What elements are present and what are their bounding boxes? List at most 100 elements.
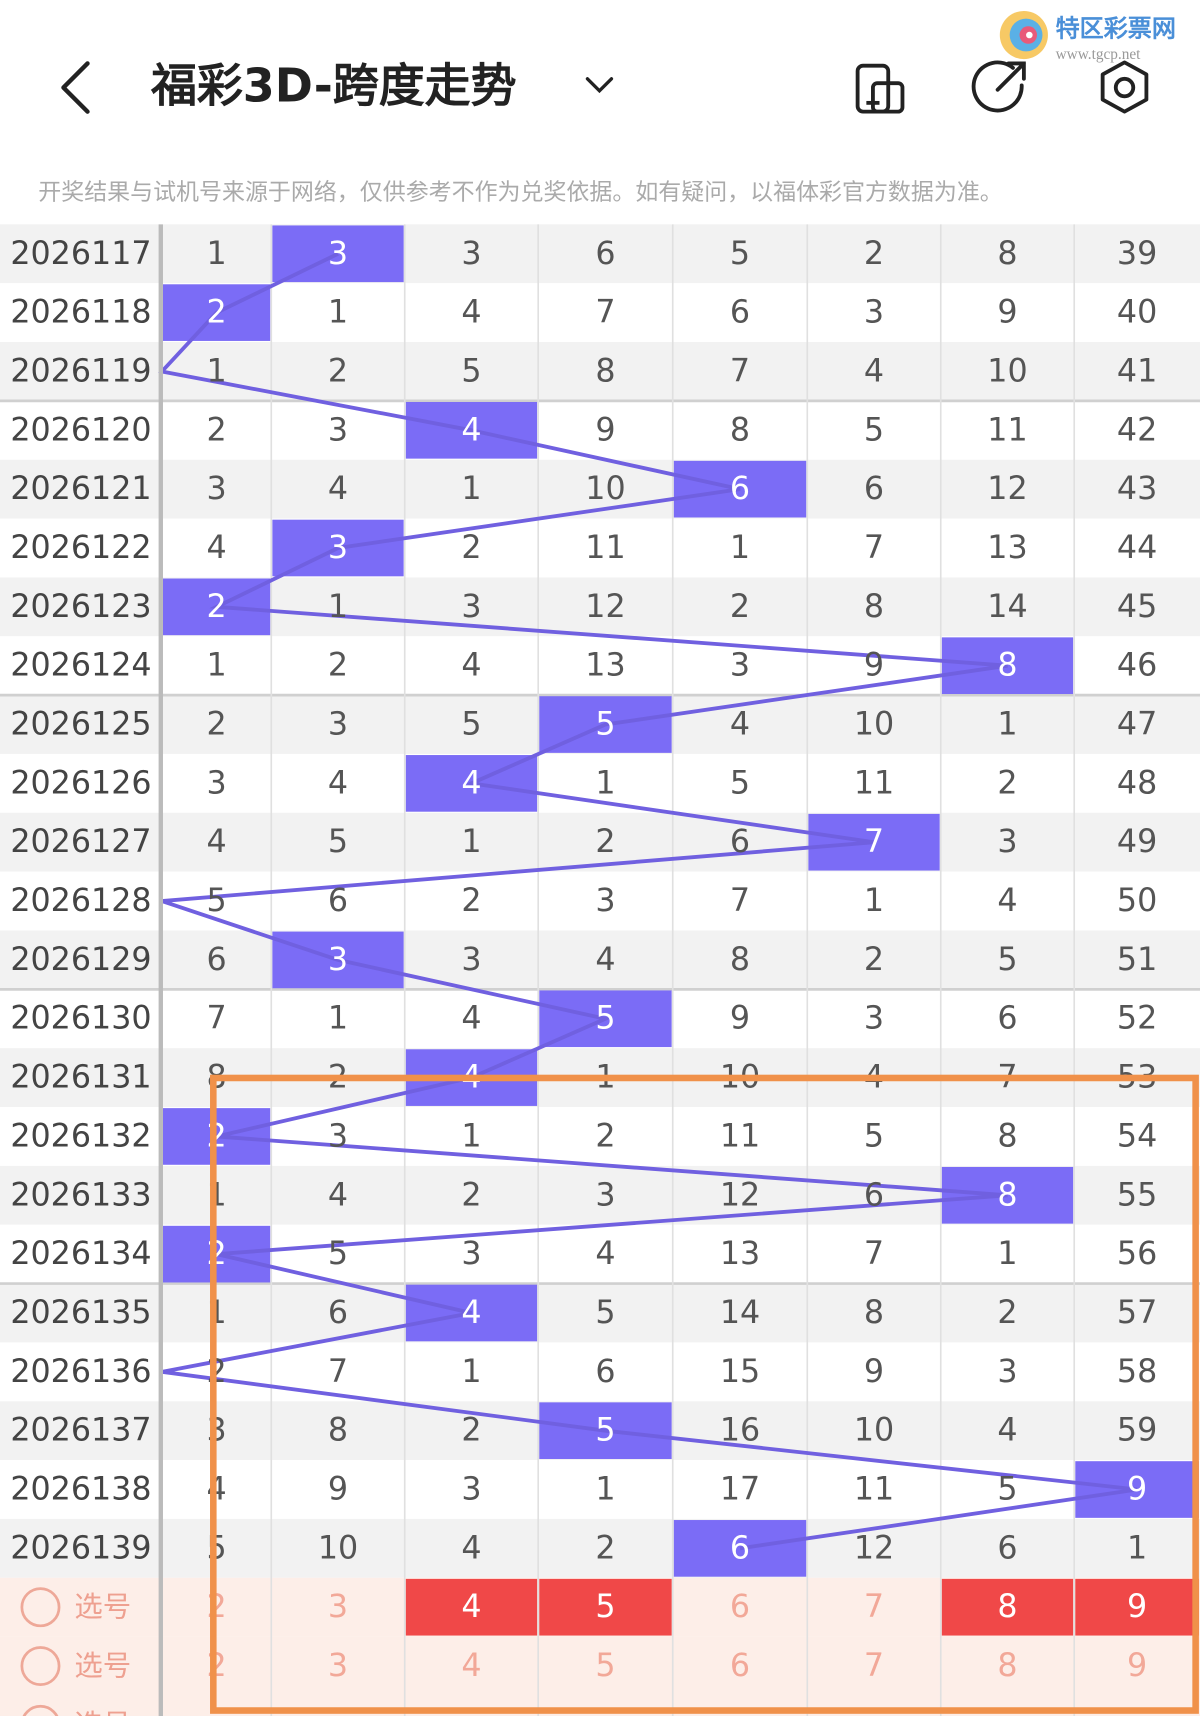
share-icon[interactable] — [971, 60, 1026, 113]
pick-radio[interactable] — [20, 1646, 61, 1687]
settings-icon[interactable] — [1100, 60, 1149, 114]
pick-radio[interactable] — [21, 1704, 60, 1720]
miss-count: 2 — [461, 1413, 481, 1449]
miss-count: 10 — [854, 707, 894, 743]
miss-count: 6 — [328, 883, 348, 919]
miss-count: 5 — [461, 707, 481, 743]
pick-number[interactable]: 5 — [595, 1589, 615, 1625]
miss-count: 45 — [1117, 589, 1157, 625]
miss-count: 52 — [1117, 1001, 1157, 1037]
issue: 2026121 — [10, 471, 151, 507]
pick-number[interactable]: 9 — [1127, 1589, 1147, 1625]
miss-count: 7 — [730, 883, 750, 919]
miss-count: 1 — [997, 1236, 1017, 1272]
miss-count: 2 — [864, 942, 884, 978]
miss-count: 10 — [987, 353, 1027, 389]
miss-count: 4 — [997, 1413, 1017, 1449]
row-bg — [0, 930, 1200, 990]
pick-number[interactable]: 7 — [864, 1589, 884, 1625]
miss-count: 4 — [206, 530, 226, 566]
miss-count: 1 — [328, 1001, 348, 1037]
miss-count: 46 — [1117, 648, 1157, 684]
pick-number[interactable]: 7 — [864, 1648, 884, 1684]
miss-count: 6 — [730, 824, 750, 860]
row-bg — [0, 1342, 1200, 1402]
pick-label: 选号 — [74, 1591, 131, 1624]
miss-count: 58 — [1117, 1354, 1157, 1390]
pick-row-bg — [0, 1636, 1200, 1696]
miss-count: 7 — [864, 1236, 884, 1272]
miss-count: 3 — [461, 236, 481, 272]
miss-count: 8 — [864, 589, 884, 625]
pick-number[interactable]: 4 — [461, 1589, 481, 1625]
watermark: 特区彩票网 — [1056, 14, 1176, 42]
row-bg — [0, 342, 1200, 401]
miss-count: 1 — [997, 707, 1017, 743]
miss-count: 15 — [720, 1354, 760, 1390]
hit-value: 4 — [461, 1295, 481, 1331]
row-bg — [0, 1283, 1200, 1343]
miss-count: 9 — [595, 412, 615, 448]
miss-count: 4 — [730, 707, 750, 743]
miss-count: 59 — [1117, 1413, 1157, 1449]
miss-count: 1 — [328, 589, 348, 625]
pick-number[interactable]: 4 — [461, 1648, 481, 1684]
miss-count: 47 — [1117, 707, 1157, 743]
miss-count: 12 — [987, 471, 1027, 507]
row-bg — [0, 518, 1200, 578]
row-bg — [0, 400, 1200, 460]
pick-number[interactable]: 5 — [595, 1648, 615, 1684]
issue: 2026124 — [10, 648, 151, 684]
issue: 2026130 — [10, 1001, 151, 1037]
miss-count: 3 — [864, 295, 884, 331]
pick-number[interactable]: 9 — [1127, 1648, 1147, 1684]
miss-count: 3 — [206, 471, 226, 507]
pick-selected — [1075, 1578, 1199, 1636]
issue: 2026132 — [10, 1118, 151, 1154]
miss-count: 2 — [461, 530, 481, 566]
pick-number[interactable]: 8 — [997, 1648, 1017, 1684]
pick-number[interactable]: 8 — [997, 1589, 1017, 1625]
pick-number[interactable]: 6 — [730, 1648, 750, 1684]
watermark-logo — [999, 10, 1048, 60]
miss-count: 2 — [595, 824, 615, 860]
back-button[interactable] — [61, 61, 90, 114]
watermark-url: www.tgcp.net — [1056, 46, 1142, 63]
issue: 2026137 — [10, 1413, 151, 1449]
miss-count: 1 — [595, 1472, 615, 1508]
issue: 2026120 — [10, 412, 151, 448]
miss-count: 12 — [720, 1177, 760, 1213]
pick-number[interactable]: 3 — [328, 1589, 348, 1625]
issue: 2026134 — [10, 1236, 151, 1272]
miss-count: 7 — [206, 1001, 226, 1037]
miss-count: 3 — [206, 765, 226, 801]
miss-count: 13 — [585, 648, 625, 684]
hit-value: 2 — [206, 589, 226, 625]
miss-count: 11 — [854, 1472, 894, 1508]
device-icon[interactable] — [855, 63, 905, 114]
pick-radio[interactable] — [20, 1587, 61, 1628]
miss-count: 6 — [730, 295, 750, 331]
miss-count: 3 — [328, 412, 348, 448]
miss-count: 1 — [730, 530, 750, 566]
miss-count: 6 — [206, 942, 226, 978]
pick-number[interactable]: 3 — [328, 1648, 348, 1684]
miss-count: 9 — [997, 295, 1017, 331]
miss-count: 8 — [997, 236, 1017, 272]
miss-count: 1 — [461, 824, 481, 860]
issue: 2026136 — [10, 1354, 151, 1390]
issue: 2026117 — [10, 236, 151, 272]
pick-number[interactable]: 6 — [730, 1589, 750, 1625]
miss-count: 1 — [595, 765, 615, 801]
dropdown[interactable] — [585, 77, 614, 94]
hit-value: 6 — [730, 1530, 750, 1566]
miss-count: 6 — [595, 236, 615, 272]
miss-count: 4 — [461, 648, 481, 684]
miss-count: 4 — [206, 824, 226, 860]
miss-count: 6 — [864, 471, 884, 507]
hit-value: 8 — [997, 1177, 1017, 1213]
issue: 2026129 — [10, 942, 151, 978]
miss-count: 11 — [854, 765, 894, 801]
hit-value: 3 — [328, 236, 348, 272]
